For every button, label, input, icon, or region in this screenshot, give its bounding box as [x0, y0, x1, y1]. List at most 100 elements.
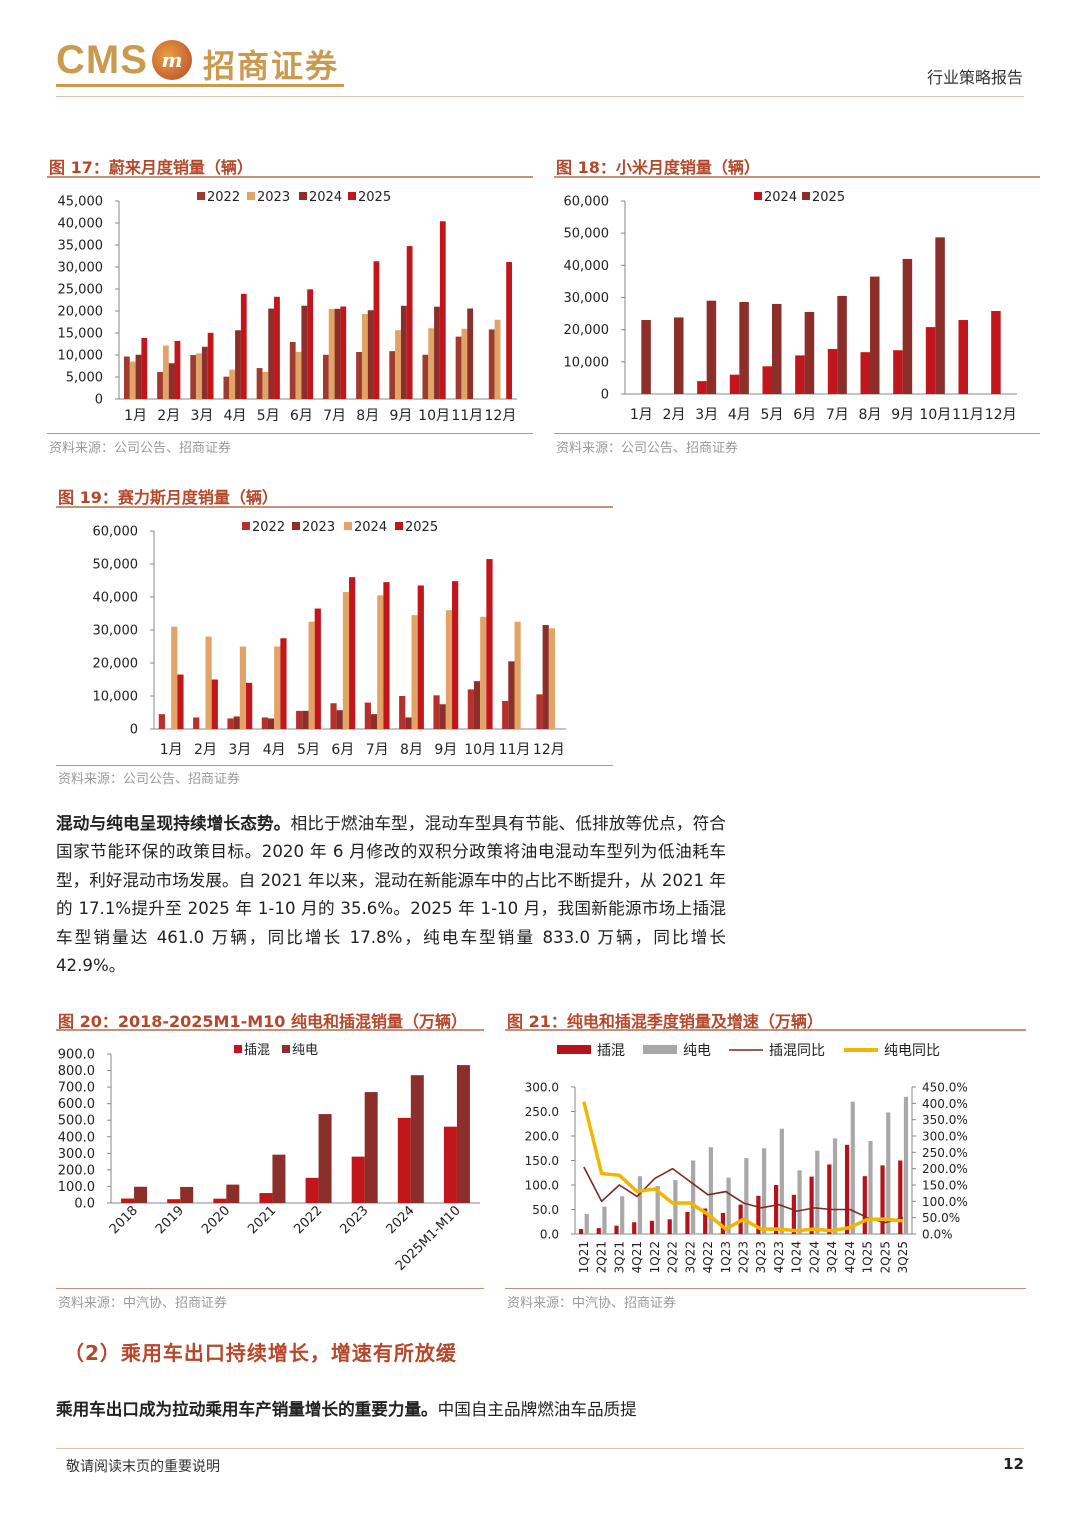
bar-2025	[902, 258, 913, 394]
y-tick-label: 200.0	[58, 1163, 95, 1178]
y-tick-label: 60,000	[564, 195, 610, 210]
bar-2025	[349, 577, 356, 729]
bar-2025	[406, 246, 413, 399]
bar-2024	[301, 305, 308, 399]
legend-swatch-2023	[247, 192, 255, 200]
bar-2024	[308, 621, 315, 729]
bar-2025	[439, 221, 446, 399]
fig18-chart: 0 10,000 20,000 30,000 40,000 50,000 60,000 1月 2…	[564, 190, 1017, 423]
fig18-top-rule	[554, 176, 1040, 178]
y-tick-label: 800.0	[58, 1064, 95, 1079]
logo-underline	[56, 84, 344, 87]
y-tick-label: 700.0	[58, 1081, 95, 1096]
bar-2024	[467, 308, 474, 399]
legend-label-2025: 2025	[812, 190, 845, 205]
bar-2023	[229, 369, 236, 399]
x-tick-label: 9月	[434, 742, 457, 758]
body-paragraph-1: 混动与纯电呈现持续增长态势。相比于燃油车型，混动车型具有节能、低排放等优点，符合…	[56, 810, 726, 980]
x-tick-label: 4Q21	[630, 1241, 644, 1273]
bar-2022	[256, 368, 263, 399]
y-tick-label: 10,000	[93, 690, 139, 705]
x-tick-label: 1月	[124, 408, 147, 424]
bar-纯电	[620, 1196, 625, 1234]
bar-纯电	[180, 1186, 194, 1203]
legend-swatch-2024	[299, 192, 307, 200]
fig20-top-rule	[56, 1029, 484, 1031]
x-tick-label: 3月	[695, 407, 718, 423]
bar-2022	[296, 710, 303, 729]
bar-2024	[400, 305, 407, 399]
x-tick-label: 2月	[157, 408, 180, 424]
bar-2025	[207, 332, 214, 399]
bar-插混	[685, 1211, 690, 1234]
y-tick-label: 30,000	[93, 624, 139, 639]
bar-插混	[614, 1225, 619, 1234]
bar-2024	[991, 311, 1001, 394]
y-tick-label: 20,000	[93, 657, 139, 672]
brand-name-cn: 招商证券	[203, 47, 340, 85]
fig17-title: 图 17：蔚来月度销量（辆）	[49, 158, 253, 177]
x-tick-label: 5月	[297, 742, 320, 758]
bar-2025	[274, 296, 280, 399]
y-tick-label: 10,000	[564, 355, 610, 370]
y-tick-label: 0	[601, 388, 609, 403]
x-tick-label: 12月	[985, 407, 1017, 423]
bar-2024	[697, 381, 707, 394]
bar-纯电	[134, 1186, 148, 1203]
bar-2022	[356, 352, 362, 399]
bar-插混	[632, 1222, 637, 1234]
y2-tick-label: 100.0%	[922, 1195, 968, 1209]
y-tick-label: 20,000	[564, 323, 610, 338]
y-tick-label: 40,000	[564, 259, 610, 274]
legend-label-2023: 2023	[302, 520, 335, 535]
bar-2024	[411, 615, 418, 729]
bar-插混	[397, 1117, 411, 1203]
bar-纯电	[410, 1075, 424, 1203]
bar-插混	[649, 1220, 655, 1234]
bar-纯电	[673, 1180, 678, 1234]
y2-tick-label: 250.0%	[922, 1146, 968, 1160]
bar-纯电	[691, 1160, 696, 1234]
bar-2024	[729, 374, 740, 394]
x-tick-label: 5月	[257, 408, 280, 424]
y-tick-label: 10,000	[58, 349, 104, 364]
line-插混同比	[583, 1166, 904, 1224]
y-tick-label: 100.0	[525, 1179, 559, 1193]
legend-label-纯电: 纯电	[292, 1043, 318, 1058]
y-tick-label: 200.0	[525, 1130, 559, 1144]
bar-2023	[473, 681, 481, 729]
bar-2022	[158, 714, 165, 729]
fig17-chart: 0 5,000 10,000 15,000 20,000 25,000 30,000 35,0…	[58, 190, 517, 424]
bar-2022	[502, 700, 509, 729]
fig18-bottom-rule	[554, 433, 1040, 434]
bar-插混	[121, 1198, 135, 1203]
legend-swatch-2025	[802, 192, 810, 200]
x-tick-label: 1月	[160, 742, 183, 758]
x-tick-label: 1Q25	[861, 1241, 875, 1273]
x-tick-label: 2024	[384, 1203, 418, 1237]
y2-tick-label: 150.0%	[922, 1179, 968, 1193]
bar-2022	[330, 703, 337, 729]
bar-2024	[268, 308, 275, 399]
bar-2022	[289, 341, 296, 399]
x-tick-label: 11月	[952, 407, 984, 423]
bar-2022	[193, 717, 200, 729]
bar-插混	[259, 1193, 273, 1203]
legend-swatch-2025	[348, 192, 356, 200]
y2-tick-label: 300.0%	[922, 1130, 968, 1144]
y-tick-label: 15,000	[58, 327, 104, 342]
legend-label-2024: 2024	[354, 520, 387, 535]
x-tick-label: 12月	[485, 408, 517, 424]
y-tick-label: 40,000	[93, 591, 139, 606]
y-tick-label: 250.0	[525, 1105, 559, 1119]
bar-2024	[235, 330, 241, 399]
bar-2025	[837, 295, 847, 394]
bar-插混	[756, 1195, 761, 1234]
bar-2023	[395, 330, 401, 399]
legend-label-插混: 插混	[244, 1043, 270, 1058]
x-tick-label: 2023	[338, 1203, 372, 1237]
legend-swatch-2024	[754, 192, 762, 200]
fig18-source: 资料来源：公司公告、招商证券	[556, 441, 739, 456]
bar-2022	[536, 694, 543, 729]
bar-纯电	[655, 1185, 660, 1234]
